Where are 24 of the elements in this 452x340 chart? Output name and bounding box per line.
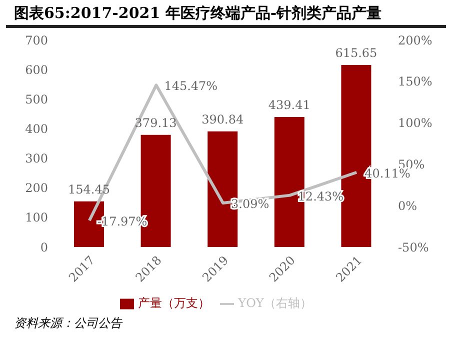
y-tick-label: 300 xyxy=(25,152,48,166)
y-tick-label: 200 xyxy=(25,181,48,196)
chart-title: 图表65:2017-2021 年医疗终端产品-针剂类产品产量 xyxy=(6,0,446,28)
y-tick-label: 100 xyxy=(25,210,48,225)
y2-tick-label: 100% xyxy=(398,116,432,130)
y2-tick-label: -50% xyxy=(398,240,429,254)
legend-label: YOY（右轴） xyxy=(238,296,312,310)
legend-label: 产量（万支） xyxy=(138,296,210,310)
y-tick-label: 0 xyxy=(40,240,48,254)
y-tick-label: 400 xyxy=(25,122,48,136)
data-label: 390.84 xyxy=(202,112,244,126)
text: 资料来源：公司公告 xyxy=(14,315,122,332)
y2-tick-label: 150% xyxy=(398,74,432,89)
data-label: 615.65 xyxy=(335,46,378,60)
data-label: 145.47% xyxy=(164,79,218,94)
y2-tick-label: 0% xyxy=(398,198,418,213)
y2-tick-label: 200% xyxy=(398,33,432,48)
data-label: 3.09% xyxy=(231,197,270,212)
y-tick-label: 700 xyxy=(25,33,48,48)
data-label: 154.45 xyxy=(68,182,110,196)
data-label: 379.13 xyxy=(134,116,177,130)
y-tick-label: 500 xyxy=(25,92,48,106)
data-label: 439.41 xyxy=(268,98,310,112)
y-tick-label: 600 xyxy=(25,62,48,77)
